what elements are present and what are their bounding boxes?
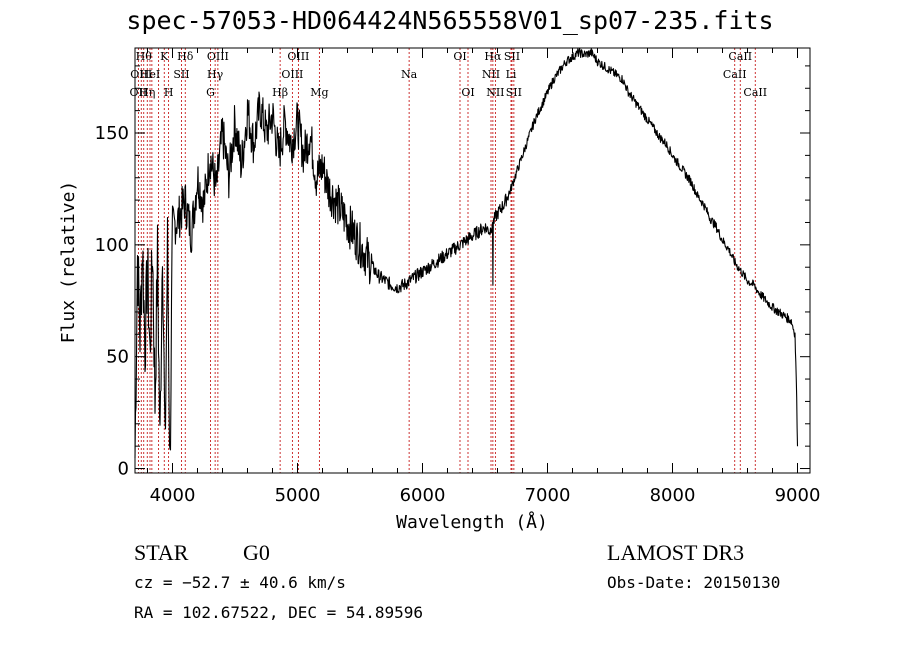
- line-marker-label: OIII: [281, 68, 303, 81]
- line-marker-label: SII: [506, 86, 522, 99]
- line-marker-label: OIII: [287, 50, 309, 63]
- line-marker-label: Hη: [139, 86, 155, 99]
- line-marker-label: Na: [401, 68, 418, 81]
- line-marker-label: G: [206, 86, 215, 99]
- line-marker-label: Hθ: [136, 50, 153, 63]
- line-marker-label: CaII: [728, 50, 752, 63]
- x-tick-label: 8000: [650, 485, 696, 506]
- axis-tick-labels: 4000 5000 6000 7000 8000 9000 0 50 100 150: [95, 123, 821, 506]
- observation-date: Obs-Date: 20150130: [607, 573, 781, 592]
- line-marker-label: Hδ: [177, 50, 194, 63]
- subclass: G0: [243, 540, 270, 565]
- redshift-cz: cz = −52.7 ± 40.6 km/s: [134, 573, 346, 592]
- line-marker-label: CaII: [743, 86, 767, 99]
- x-tick-label: 5000: [275, 485, 321, 506]
- line-marker-label: OIII: [130, 68, 152, 81]
- object-class: STAR: [134, 540, 189, 565]
- x-axis-label: Wavelength (Å): [396, 511, 548, 533]
- line-marker-label: OI: [461, 86, 474, 99]
- y-tick-label: 100: [95, 235, 129, 256]
- x-tick-label: 7000: [525, 485, 571, 506]
- x-tick-label: 9000: [775, 485, 821, 506]
- axis-ticks: [135, 48, 810, 473]
- line-marker-label: Mg: [310, 86, 328, 99]
- coordinates: RA = 102.67522, DEC = 54.89596: [134, 603, 423, 622]
- line-marker-label: NII: [486, 86, 504, 99]
- line-marker-label: Li: [506, 68, 517, 81]
- y-tick-label: 50: [106, 347, 129, 368]
- survey-name: LAMOST DR3: [607, 540, 745, 565]
- line-markers: [137, 48, 756, 473]
- line-marker-label: OII: [130, 86, 148, 99]
- plot-frame: [134, 47, 811, 474]
- x-tick-label: 4000: [150, 485, 196, 506]
- x-tick-label: 6000: [400, 485, 446, 506]
- line-marker-label: NII: [482, 68, 500, 81]
- line-marker-label: OI: [453, 50, 466, 63]
- spectrum-series-line: [134, 47, 799, 459]
- line-marker-label: K: [160, 50, 169, 63]
- line-marker-label: H: [164, 86, 174, 99]
- line-marker-label: SII: [504, 50, 520, 63]
- line-marker-label: OIII: [207, 50, 229, 63]
- line-marker-label: Hα: [484, 50, 502, 63]
- line-marker-label: Hβ: [272, 86, 288, 99]
- y-axis-label: Flux (relative): [58, 181, 79, 344]
- y-tick-label: 0: [118, 459, 129, 480]
- chart-title: spec-57053-HD064424N565558V01_sp07-235.f…: [126, 6, 774, 35]
- line-marker-label: CaII: [723, 68, 747, 81]
- line-marker-label: HeI: [140, 68, 160, 81]
- line-marker-label: Hγ: [207, 68, 224, 81]
- y-tick-label: 150: [95, 123, 129, 144]
- line-marker-label: SII: [173, 68, 189, 81]
